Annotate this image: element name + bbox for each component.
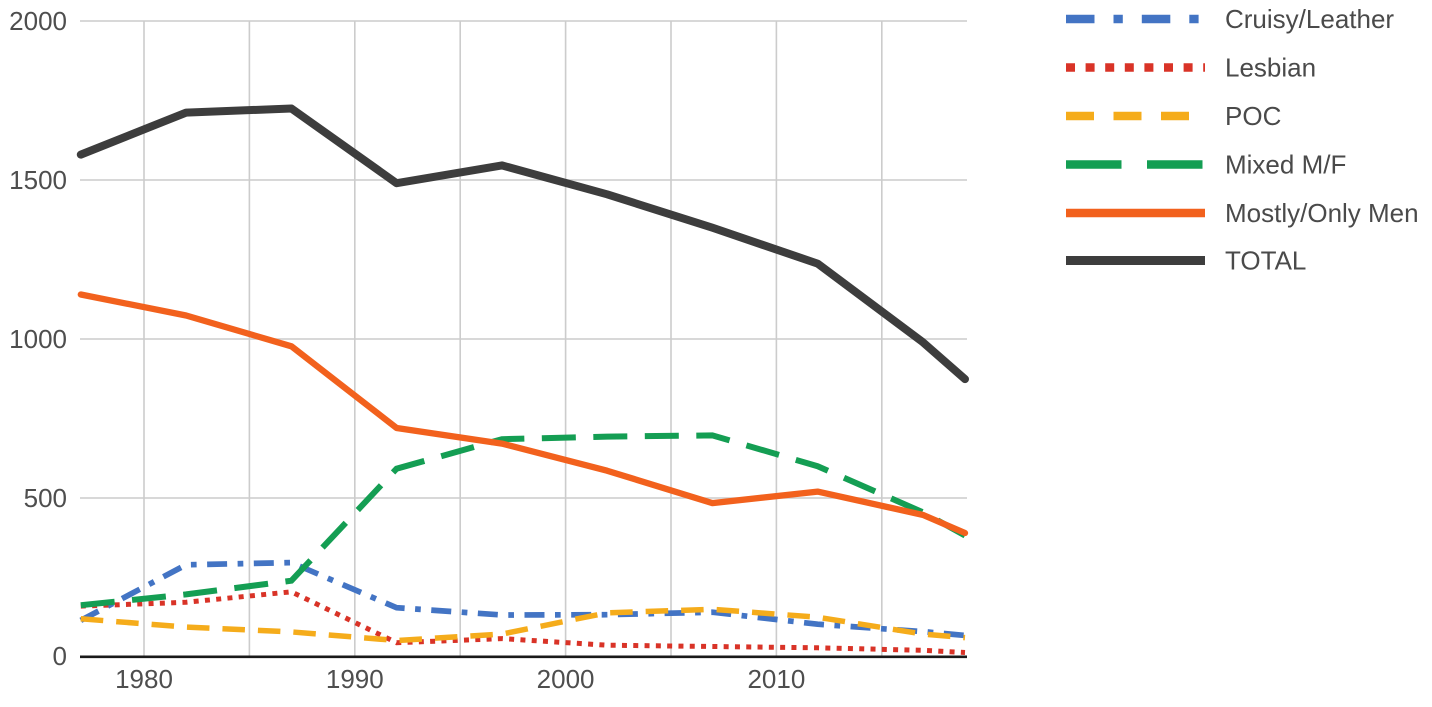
svg-text:0: 0 (53, 641, 67, 671)
svg-text:TOTAL: TOTAL (1225, 246, 1306, 276)
svg-text:1000: 1000 (9, 324, 67, 354)
svg-text:2010: 2010 (747, 664, 805, 694)
svg-text:2000: 2000 (537, 664, 595, 694)
svg-text:1980: 1980 (115, 664, 173, 694)
svg-text:Mixed M/F: Mixed M/F (1225, 150, 1346, 180)
svg-text:2000: 2000 (9, 6, 67, 36)
svg-text:1990: 1990 (326, 664, 384, 694)
svg-text:Cruisy/Leather: Cruisy/Leather (1225, 4, 1394, 34)
svg-text:1500: 1500 (9, 165, 67, 195)
svg-text:Mostly/Only Men: Mostly/Only Men (1225, 198, 1419, 228)
svg-text:Lesbian: Lesbian (1225, 53, 1316, 83)
svg-text:500: 500 (24, 483, 67, 513)
svg-text:POC: POC (1225, 101, 1281, 131)
